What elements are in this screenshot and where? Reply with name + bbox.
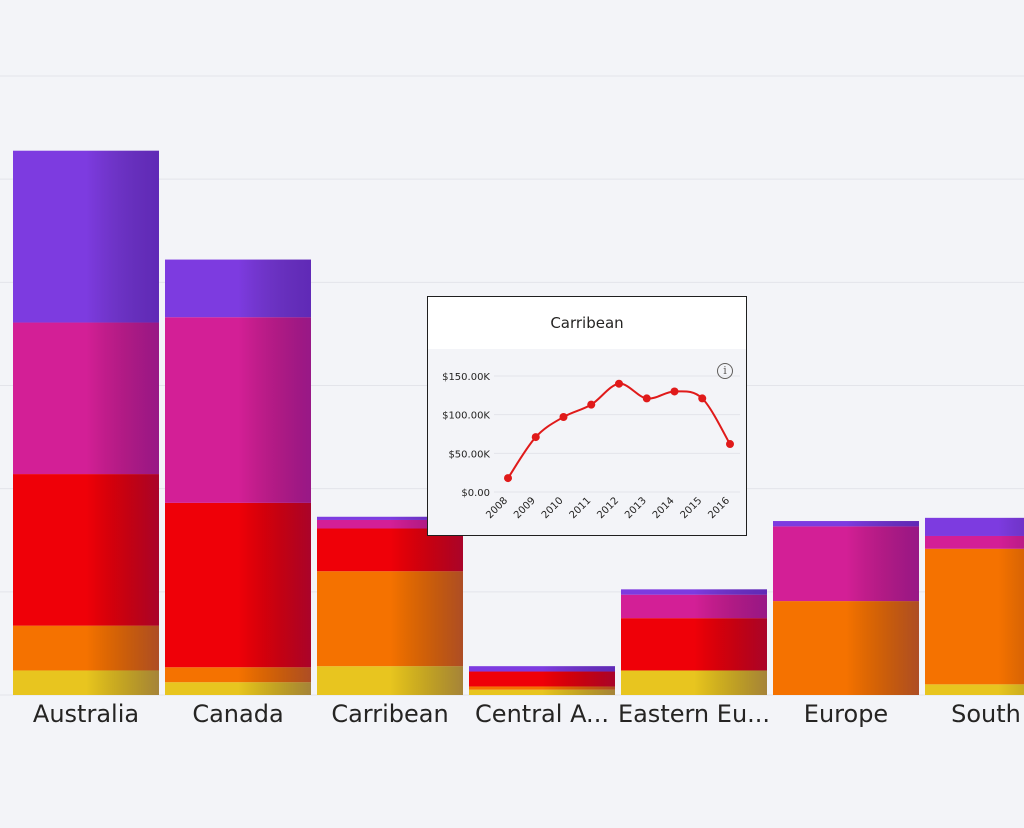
bar-segment-shade (317, 666, 463, 695)
category-label: Canada (192, 700, 283, 728)
tooltip-data-point[interactable] (726, 440, 734, 449)
bar-segment-shade (621, 618, 767, 671)
bar-segment-shade (165, 259, 311, 318)
bar-segment-shade (621, 670, 767, 695)
bar-segment-shade (925, 517, 1024, 536)
tooltip-data-point[interactable] (698, 394, 707, 403)
tooltip-data-point[interactable] (587, 400, 596, 409)
tooltip-x-tick: 2011 (568, 495, 594, 521)
bar-segment-shade (469, 666, 615, 672)
tooltip-x-tick: 2013 (623, 495, 649, 521)
bar-segment-shade (621, 594, 767, 619)
category-label: South A (951, 700, 1024, 728)
tooltip: Carribean $0.00 $50.00K $100.00K $150.00K 20… (427, 296, 747, 536)
bar-segment-shade (773, 526, 919, 602)
bar-segment-shade (925, 535, 1024, 549)
tooltip-x-tick: 2010 (540, 495, 566, 521)
info-icon[interactable]: i (717, 363, 733, 379)
bar-segment-shade (165, 682, 311, 695)
bar-segment-shade (165, 502, 311, 668)
bar-segment-shade (317, 519, 463, 529)
tooltip-x-tick: 2012 (595, 495, 621, 521)
tooltip-y-tick: $50.00K (448, 449, 490, 460)
bar-segment-shade (165, 317, 311, 503)
bar-segment-shade (925, 548, 1024, 685)
bar-segment-shade (469, 689, 615, 695)
bar-segment-shade (469, 686, 615, 690)
tooltip-title: Carribean (550, 314, 624, 332)
category-label: Carribean (331, 700, 448, 728)
category-label: Australia (33, 700, 139, 728)
tooltip-data-point[interactable] (531, 433, 540, 442)
bar-segment-shade (317, 571, 463, 667)
bars (13, 150, 1024, 695)
tooltip-line-chart: $0.00 $50.00K $100.00K $150.00K 2008 2009 2010… (442, 372, 740, 521)
bar-segment-shade (317, 516, 463, 520)
tooltip-data-point[interactable] (670, 387, 679, 396)
bar-segment-shade (13, 625, 159, 671)
tooltip-data-point[interactable] (615, 379, 623, 388)
tooltip-x-tick: 2008 (484, 495, 510, 521)
tooltip-data-point[interactable] (504, 474, 512, 483)
tooltip-x-tick: 2009 (512, 495, 538, 521)
bar-segment-shade (469, 671, 615, 687)
tooltip-chart-area (428, 349, 746, 535)
category-label: Eastern Eu... (618, 700, 770, 728)
bar-segment-shade (13, 322, 159, 475)
category-label: Europe (804, 700, 888, 728)
category-labels: Australia Canada Carribean Central A... East… (33, 700, 1024, 728)
tooltip-y-tick: $100.00K (442, 411, 490, 422)
bar-segment-shade (621, 589, 767, 595)
bar-segment-shade (13, 150, 159, 323)
tooltip-series-line (507, 382, 731, 479)
tooltip-x-tick: 2015 (679, 495, 705, 521)
tooltip-data-point[interactable] (642, 394, 651, 403)
tooltip-x-tick: 2016 (706, 495, 732, 521)
bar-segment-shade (773, 521, 919, 527)
tooltip-y-tick: $150.00K (442, 372, 490, 383)
bar-segment-shade (13, 474, 159, 626)
tooltip-data-point[interactable] (559, 412, 568, 421)
tooltip-x-tick: 2014 (651, 495, 677, 521)
bar-segment-shade (773, 601, 919, 695)
bar-segment-shade (925, 684, 1024, 695)
bar-segment-shade (13, 670, 159, 695)
bar-segment-shade (165, 667, 311, 683)
tooltip-y-tick: $0.00 (461, 488, 490, 499)
category-label: Central A... (475, 700, 609, 728)
